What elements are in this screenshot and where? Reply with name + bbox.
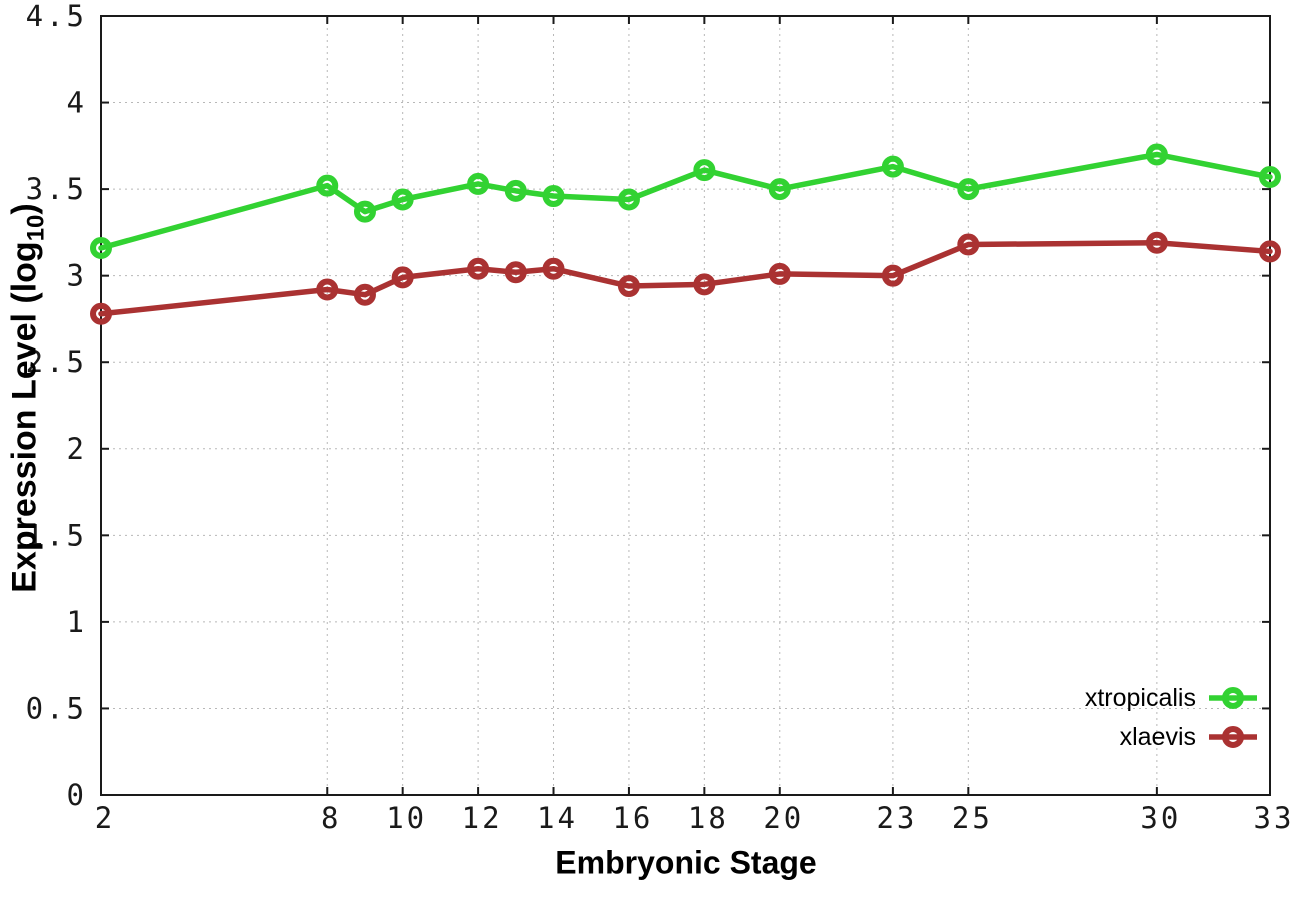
tick-marks [100, 15, 1271, 796]
data-point-xtropicalis [90, 236, 112, 259]
data-point-xlaevis [1259, 240, 1281, 263]
y-tick-label: 2.5 [26, 345, 87, 379]
y-tick-label: 1.5 [26, 518, 87, 552]
gridlines [101, 16, 1270, 795]
y-tick-label: 1 [67, 605, 87, 639]
y-tick-label: 2 [67, 432, 87, 466]
data-point-xlaevis [542, 257, 565, 280]
x-tick-label: 30 [1140, 801, 1181, 835]
x-tick-label: 18 [688, 801, 729, 835]
data-point-xlaevis [316, 278, 339, 301]
x-tick-label: 20 [763, 801, 804, 835]
series-line-xtropicalis [98, 151, 1273, 251]
data-point-xtropicalis [881, 155, 904, 178]
data-point-xtropicalis [768, 178, 791, 201]
x-tick-label: 12 [462, 801, 503, 835]
data-point-xlaevis [504, 261, 527, 284]
data-point-xlaevis [693, 273, 716, 296]
data-point-xtropicalis [504, 179, 527, 202]
data-point-xtropicalis [316, 174, 339, 197]
x-tick-label: 14 [537, 801, 578, 835]
y-tick-label: 4 [67, 86, 87, 120]
data-point-xtropicalis [957, 178, 980, 201]
data-point-xtropicalis [467, 172, 490, 195]
x-tick-label: 10 [386, 801, 427, 835]
y-axis-title-prefix: Expression Level (log [5, 241, 44, 593]
y-tick-label: 3 [67, 259, 87, 293]
legend: xtropicalis xlaevis [1085, 684, 1260, 751]
y-axis-title-suffix: ) [5, 203, 44, 215]
data-point-xtropicalis [542, 185, 565, 208]
plot-border [100, 15, 1271, 796]
y-axis-title: Expression Level (log10) [6, 203, 51, 592]
legend-label-xtropicalis: xtropicalis [1084, 683, 1196, 712]
x-axis-title: Embryonic Stage [555, 844, 817, 881]
data-point-xlaevis [1145, 231, 1168, 254]
series-markers-xlaevis [90, 231, 1281, 325]
y-axis-title-subscript: 10 [22, 214, 50, 242]
data-point-xlaevis [467, 257, 490, 280]
data-point-xtropicalis [391, 188, 414, 211]
x-tick-label: 8 [321, 801, 341, 835]
data-point-xlaevis [881, 264, 904, 287]
x-tick-label: 33 [1254, 801, 1295, 835]
data-point-xlaevis [90, 302, 112, 325]
data-point-xlaevis [391, 266, 414, 289]
tick-labels: 0 0.5 1 1.5 2 2.5 3 3.5 4 4.5 2 8 10 12 14 16 18 20 23 25 30… [26, 0, 1295, 835]
legend-item-xlaevis: xlaevis [1120, 723, 1260, 751]
data-point-xlaevis [353, 283, 376, 306]
data-point-xtropicalis [617, 188, 640, 211]
series-markers-xtropicalis [90, 143, 1281, 259]
data-point-xtropicalis [353, 200, 376, 223]
x-tick-label: 25 [952, 801, 993, 835]
data-point-xtropicalis [693, 159, 716, 182]
y-tick-label: 0.5 [26, 691, 87, 725]
y-tick-label: 3.5 [26, 172, 87, 206]
y-tick-label: 0 [67, 778, 87, 812]
legend-item-xtropicalis: xtropicalis [1085, 684, 1260, 712]
series-line-xlaevis [98, 240, 1273, 317]
x-tick-label: 16 [612, 801, 653, 835]
data-point-xlaevis [617, 275, 640, 298]
legend-label-xlaevis: xlaevis [1119, 722, 1196, 751]
x-tick-label: 2 [95, 801, 115, 835]
data-point-xlaevis [957, 233, 980, 256]
legend-sample-marker-xtropicalis [1209, 687, 1257, 709]
data-point-xlaevis [768, 262, 791, 285]
legend-sample-marker-xlaevis [1209, 726, 1257, 748]
x-tick-label: 23 [876, 801, 917, 835]
y-tick-label: 4.5 [26, 0, 87, 33]
data-point-xtropicalis [1145, 143, 1168, 166]
data-point-xtropicalis [1259, 165, 1281, 188]
